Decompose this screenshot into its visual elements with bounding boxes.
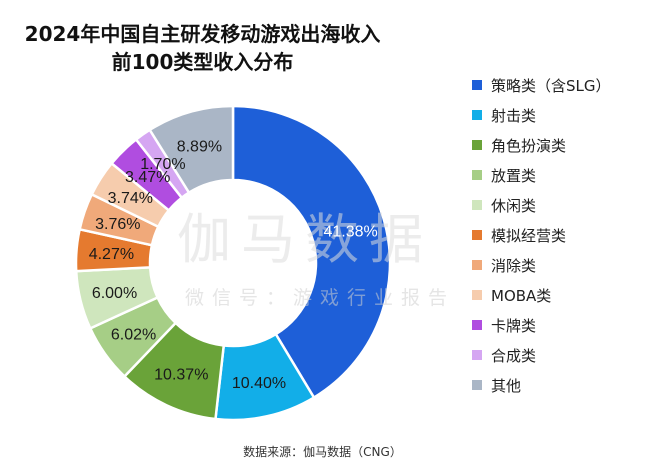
legend-item: 卡牌类	[472, 310, 642, 340]
watermark-main: 伽马数据	[177, 210, 433, 270]
legend-swatch	[472, 380, 482, 390]
slice-value-label: 6.00%	[92, 285, 137, 302]
watermark-sub: 微信号：游戏行业报告	[185, 287, 455, 309]
legend-label: MOBA类	[491, 286, 552, 305]
donut-slice	[148, 104, 235, 195]
donut-chart: 伽马数据 微信号：游戏行业报告 41.38% 10.40% 10.37% 6.02% 6…	[74, 104, 455, 422]
legend: 策略类（含SLG） 射击类角色扮演类放置类休闲类模拟经营类消除类 MOBA类卡牌类合…	[472, 70, 642, 400]
slice-value-label: 41.38%	[323, 223, 377, 240]
legend-item: 其他	[472, 370, 642, 400]
watermark: 伽马数据 微信号：游戏行业报告	[177, 210, 455, 309]
legend-label: 角色扮演类	[491, 136, 567, 155]
legend-item: 放置类	[472, 160, 642, 190]
chart-title-line-2: 前100类型收入分布	[111, 50, 294, 74]
legend-item: 角色扮演类	[472, 130, 642, 160]
slice-value-label: 8.89%	[177, 139, 222, 156]
chart-title: 2024年中国自主研发移动游戏出海收入 前100类型收入分布	[0, 20, 405, 76]
legend-swatch	[472, 170, 482, 180]
legend-item: 策略类（含SLG）	[472, 70, 642, 100]
legend-item: 消除类	[472, 250, 642, 280]
legend-item: 休闲类	[472, 190, 642, 220]
legend-swatch	[472, 140, 482, 150]
slice-value-label: 6.02%	[111, 327, 156, 344]
legend-label: 休闲类	[491, 196, 537, 215]
legend-label: 射击类	[491, 106, 537, 125]
slice-labels: 41.38% 10.40% 10.37% 6.02% 6.00% 4.27% 3.76% 3.…	[89, 139, 378, 393]
legend-label: 合成类	[491, 346, 537, 365]
legend-label: 消除类	[491, 256, 537, 275]
legend-swatch	[472, 80, 482, 90]
slice-value-label: 10.40%	[232, 375, 286, 392]
legend-item: MOBA类	[472, 280, 642, 310]
legend-label: 其他	[491, 376, 522, 395]
slice-value-label: 3.74%	[108, 190, 153, 207]
slice-value-label: 3.47%	[125, 169, 170, 186]
legend-label: 放置类	[491, 166, 537, 185]
legend-swatch	[472, 350, 482, 360]
slice-value-label: 3.76%	[95, 216, 140, 233]
legend-item: 模拟经营类	[472, 220, 642, 250]
legend-label: 卡牌类	[491, 316, 537, 335]
source-note: 数据来源：伽马数据（CNG）	[243, 445, 402, 459]
legend-swatch	[472, 200, 482, 210]
legend-label: 模拟经营类	[491, 226, 567, 245]
legend-swatch	[472, 260, 482, 270]
legend-swatch	[472, 290, 482, 300]
chart-title-line-1: 2024年中国自主研发移动游戏出海收入	[24, 22, 381, 46]
legend-swatch	[472, 110, 482, 120]
legend-item: 合成类	[472, 340, 642, 370]
donut-slices	[74, 104, 392, 422]
slice-value-label: 1.70%	[140, 156, 185, 173]
slice-value-label: 4.27%	[89, 246, 134, 263]
legend-item: 射击类	[472, 100, 642, 130]
slice-value-label: 10.37%	[154, 367, 208, 384]
legend-swatch	[472, 230, 482, 240]
legend-swatch	[472, 320, 482, 330]
legend-label: 策略类（含SLG）	[491, 76, 611, 95]
donut-slice	[231, 104, 392, 400]
